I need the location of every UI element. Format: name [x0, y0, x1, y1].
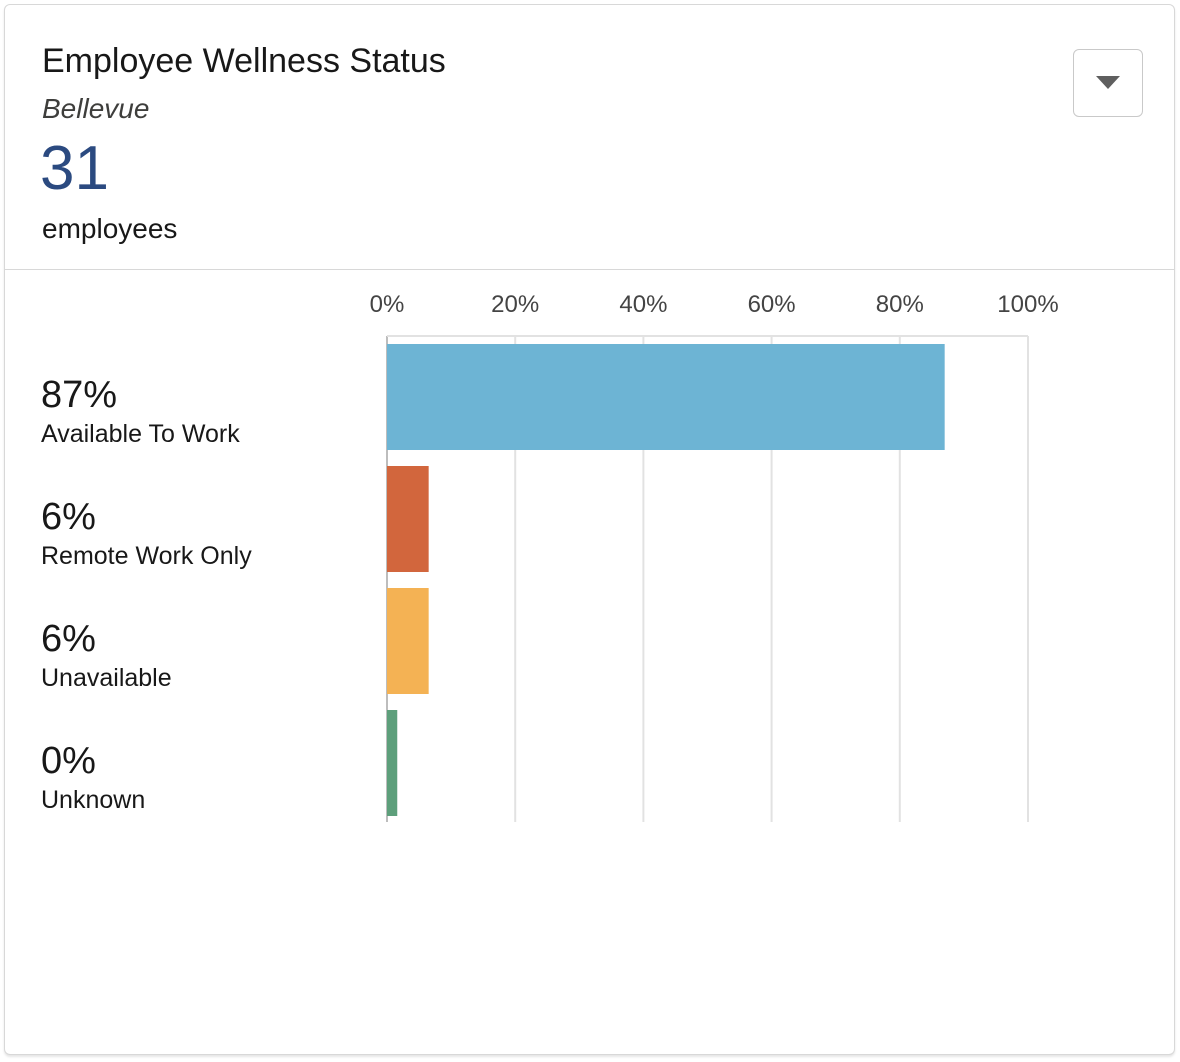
bar-available-to-work [387, 344, 945, 450]
row-percent: 6% [41, 496, 96, 538]
bar-unavailable [387, 588, 429, 694]
card-title: Employee Wellness Status [42, 42, 446, 80]
x-tick-label: 100% [997, 291, 1058, 318]
header-divider [5, 269, 1174, 270]
chevron-down-icon [1096, 76, 1120, 89]
wellness-status-card: Employee Wellness Status Bellevue 31 emp… [4, 4, 1175, 1055]
x-tick-label: 80% [876, 291, 924, 318]
row-category-label: Unknown [41, 786, 145, 814]
card-menu-button[interactable] [1073, 49, 1143, 117]
row-category-label: Unavailable [41, 664, 172, 692]
wellness-bar-chart: 0% 20% 40% 60% 80% 100% 87% Available To Work 6%… [41, 291, 1059, 822]
bar-unknown [387, 710, 398, 816]
row-percent: 87% [41, 374, 117, 416]
x-tick-label: 40% [619, 291, 667, 318]
row-category-label: Remote Work Only [41, 542, 252, 570]
employee-count: 31 [40, 134, 109, 203]
location-subtitle: Bellevue [42, 93, 150, 124]
row-percent: 0% [41, 740, 96, 782]
x-tick-label: 20% [491, 291, 539, 318]
row-percent: 6% [41, 618, 96, 660]
x-tick-label: 0% [370, 291, 405, 318]
bar-remote-work-only [387, 466, 429, 572]
x-tick-label: 60% [748, 291, 796, 318]
row-category-label: Available To Work [41, 420, 240, 448]
employee-count-unit: employees [42, 213, 178, 244]
